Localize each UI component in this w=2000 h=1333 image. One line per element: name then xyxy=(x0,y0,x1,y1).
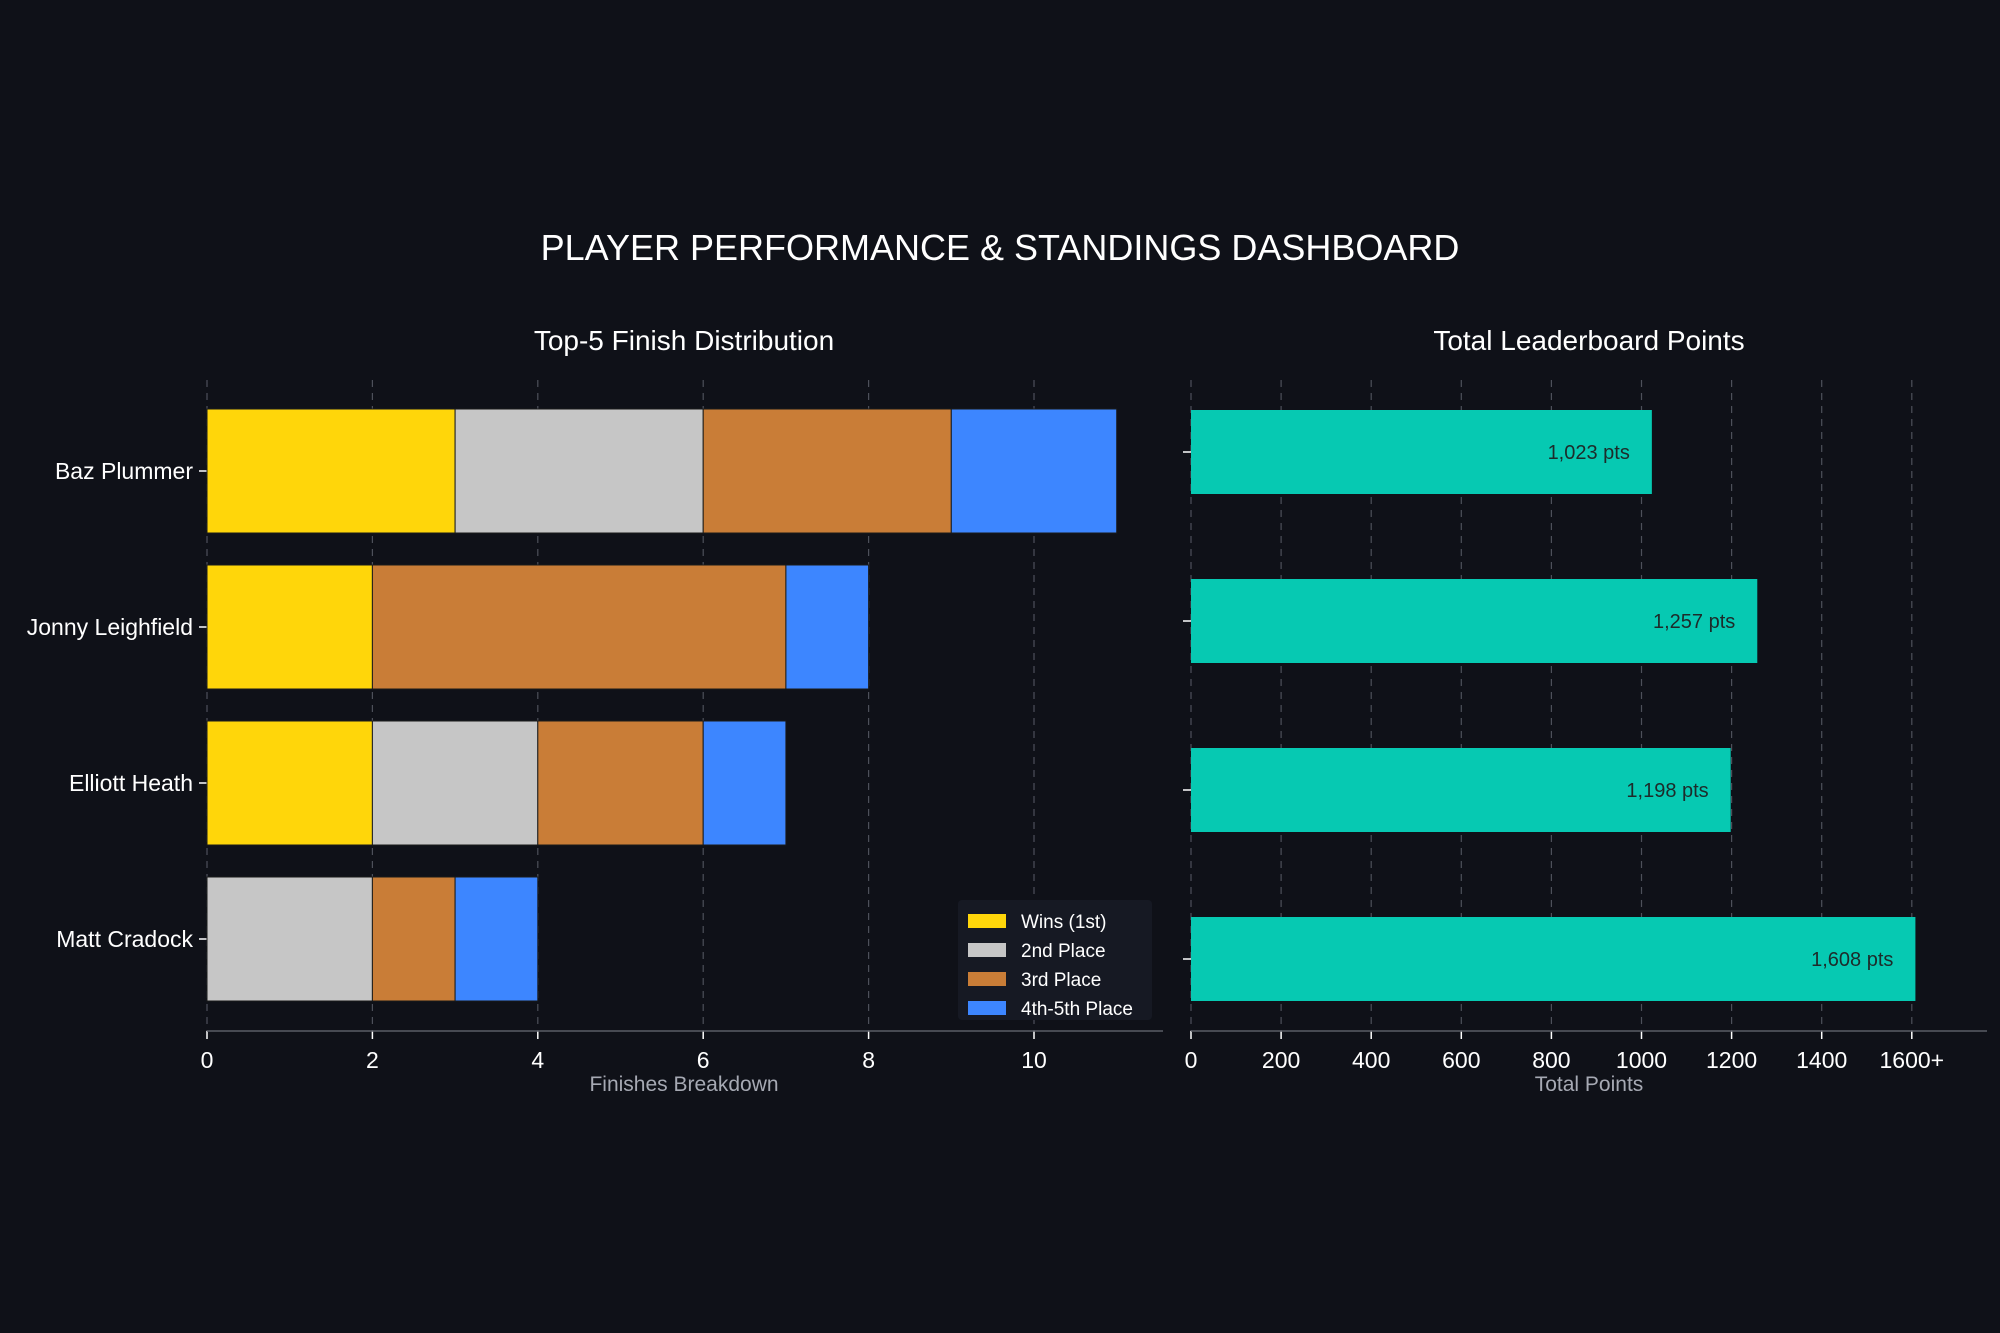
finish-x-tick-label: 2 xyxy=(366,1047,379,1073)
points-value-label-jonny-leighfield: 1,257 pts xyxy=(1653,611,1735,633)
points-x-tick-label: 1000 xyxy=(1616,1047,1667,1073)
player-label-baz-plummer: Baz Plummer xyxy=(55,458,193,484)
points-bar-matt-cradock xyxy=(1191,917,1916,1001)
legend-swatch-4th-5th-place xyxy=(968,1001,1006,1015)
finish-distribution-title: Top-5 Finish Distribution xyxy=(534,325,834,356)
player-label-matt-cradock: Matt Cradock xyxy=(56,926,193,952)
points-value-label-elliott-heath: 1,198 pts xyxy=(1626,780,1708,802)
legend-label-2nd-place: 2nd Place xyxy=(1021,941,1106,962)
finish-bar-4th-5th-place-baz-plummer xyxy=(950,408,1118,534)
finish-bar-4th-5th-place-jonny-leighfield xyxy=(785,564,870,690)
finish-legend-box xyxy=(958,900,1152,1020)
finish-bar-4th-5th-place-elliott-heath xyxy=(702,720,787,846)
finish-bar-wins-1st-elliott-heath xyxy=(206,720,373,846)
player-label-elliott-heath: Elliott Heath xyxy=(69,770,193,796)
finish-bar-3rd-place-matt-cradock xyxy=(371,876,456,1002)
finish-x-tick-label: 6 xyxy=(697,1047,710,1073)
points-x-tick-label: 1600+ xyxy=(1879,1047,1944,1073)
legend-swatch-2nd-place xyxy=(968,943,1006,957)
finish-bar-2nd-place-elliott-heath xyxy=(371,720,539,846)
points-bar-elliott-heath xyxy=(1191,748,1731,832)
points-x-tick-label: 400 xyxy=(1352,1047,1390,1073)
legend-label-wins-1st: Wins (1st) xyxy=(1021,912,1107,933)
finish-distribution-chart: 0 2 4 6 8 10 Baz Plummer Jonny Leighfield Elliot… xyxy=(27,380,1163,1073)
legend-swatch-3rd-place xyxy=(968,972,1006,986)
legend-label-4th-5th-place: 4th-5th Place xyxy=(1021,999,1133,1020)
points-value-label-matt-cradock: 1,608 pts xyxy=(1811,949,1893,971)
leaderboard-points-chart: 0 200 400 600 800 1000 1200 1400 1600+ 1,023 pts 1… xyxy=(1183,380,1987,1073)
finish-x-tick-label: 10 xyxy=(1021,1047,1047,1073)
finish-x-tick-label: 4 xyxy=(531,1047,544,1073)
finish-bar-2nd-place-matt-cradock xyxy=(206,876,373,1002)
points-x-tick-label: 0 xyxy=(1185,1047,1198,1073)
finish-distribution-xlabel: Finishes Breakdown xyxy=(589,1073,778,1096)
points-bar-jonny-leighfield xyxy=(1191,579,1758,663)
finish-bar-3rd-place-jonny-leighfield xyxy=(371,564,787,690)
legend-label-3rd-place: 3rd Place xyxy=(1021,970,1101,991)
points-x-tick-label: 1200 xyxy=(1706,1047,1757,1073)
finish-bar-3rd-place-baz-plummer xyxy=(702,408,952,534)
points-value-label-baz-plummer: 1,023 pts xyxy=(1548,442,1630,464)
finish-x-tick-label: 8 xyxy=(862,1047,875,1073)
points-x-tick-label: 200 xyxy=(1262,1047,1300,1073)
leaderboard-points-xlabel: Total Points xyxy=(1535,1073,1644,1096)
finish-x-tick-label: 0 xyxy=(201,1047,214,1073)
points-x-tick-label: 600 xyxy=(1442,1047,1480,1073)
leaderboard-points-title: Total Leaderboard Points xyxy=(1433,325,1744,356)
legend-swatch-wins-1st xyxy=(968,914,1006,928)
player-label-jonny-leighfield: Jonny Leighfield xyxy=(27,614,193,640)
finish-bar-wins-1st-jonny-leighfield xyxy=(206,564,373,690)
finish-bar-wins-1st-baz-plummer xyxy=(206,408,456,534)
points-x-tick-label: 1400 xyxy=(1796,1047,1847,1073)
dashboard-title: PLAYER PERFORMANCE & STANDINGS DASHBOARD xyxy=(541,227,1460,268)
finish-bar-4th-5th-place-matt-cradock xyxy=(454,876,539,1002)
points-bar-baz-plummer xyxy=(1191,410,1652,494)
finish-bar-2nd-place-baz-plummer xyxy=(454,408,704,534)
finish-bar-3rd-place-elliott-heath xyxy=(537,720,704,846)
points-x-tick-label: 800 xyxy=(1532,1047,1570,1073)
